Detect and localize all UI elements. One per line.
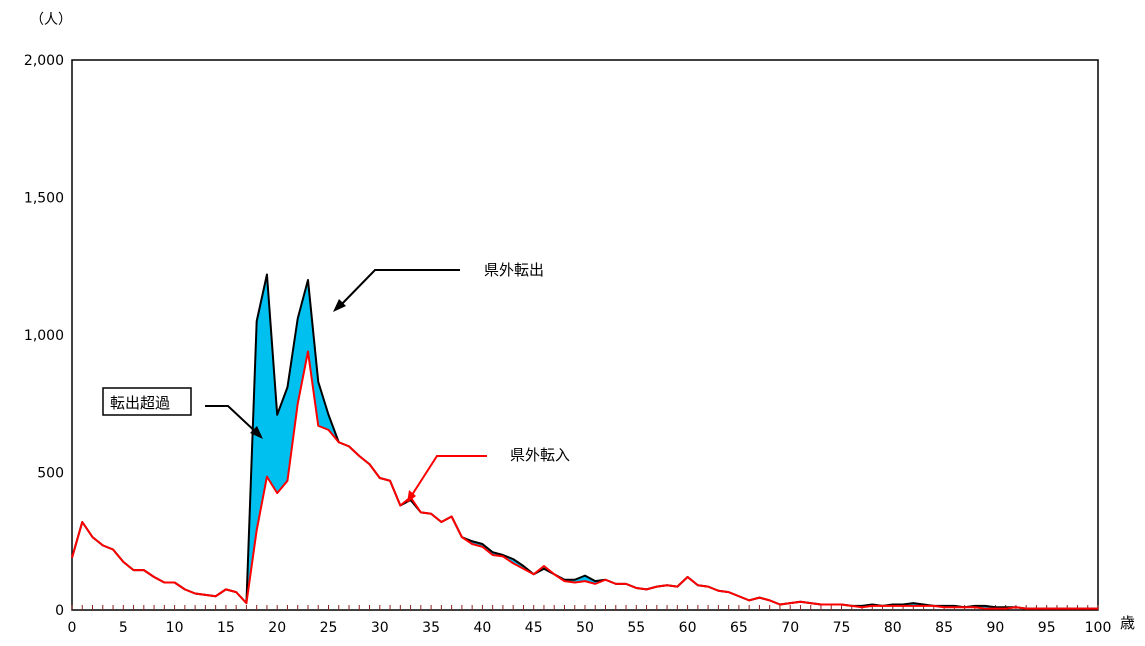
y-unit-label: （人） [30,12,72,28]
x-tick-label: 15 [217,620,235,636]
x-tick-label: 60 [679,620,697,636]
annotation-excess-leader [205,405,259,435]
x-tick-label: 65 [730,620,748,636]
annotation-in-label: 県外転入 [510,446,570,464]
x-tick-label: 0 [68,620,77,636]
annotation-out-arrowhead [333,299,346,312]
annotation-excess-label: 転出超過 [110,394,170,412]
plot-area-frame [71,59,1099,611]
excess-area-layer [72,274,1098,609]
annotation-out: 県外転出 [333,261,544,312]
annotation-out-leader [337,269,460,309]
x-tick-label: 25 [320,620,338,636]
annotation-out-label: 県外転出 [484,261,544,279]
x-tick-label: 10 [166,620,184,636]
series-line-out [71,273,1098,610]
y-tick-label: 500 [37,466,64,482]
x-tick-label: 75 [833,620,851,636]
y-tick-label: 2,000 [24,53,64,69]
series-lines-layer [71,273,1098,610]
annotation-excess: 転出超過 [102,387,263,439]
x-tick-label: 55 [627,620,645,636]
x-tick-label: 5 [119,620,128,636]
x-unit-label: 歳 [1120,614,1135,632]
x-tick-label: 85 [935,620,953,636]
annotation-excess-arrowhead [250,426,263,439]
x-tick-label: 100 [1085,620,1112,636]
x-tick-label: 35 [422,620,440,636]
x-tick-label: 40 [473,620,491,636]
y-axis: 0 500 1,000 1,500 2,000 [24,53,64,619]
x-tick-label: 80 [884,620,902,636]
series-line-in [71,350,1098,610]
x-tick-label: 70 [781,620,799,636]
x-tick-label: 50 [576,620,594,636]
x-axis: 0 5 10 15 20 25 30 35 40 45 50 55 60 65 70 75 80 85 90 95 10… [68,605,1112,636]
x-tick-label: 45 [525,620,543,636]
annotation-excess-box [102,387,192,416]
x-tick-label: 95 [1038,620,1056,636]
annotation-in-leader [409,455,487,499]
x-tick-label: 90 [986,620,1004,636]
y-tick-label: 1,000 [24,328,64,344]
annotation-in: 県外転入 [407,446,570,503]
x-tick-label: 20 [268,620,286,636]
y-tick-label: 1,500 [24,191,64,207]
x-tick-label: 30 [371,620,389,636]
annotation-in-arrowhead [407,490,416,503]
excess-area [72,274,1098,609]
y-tick-label: 0 [55,603,64,619]
